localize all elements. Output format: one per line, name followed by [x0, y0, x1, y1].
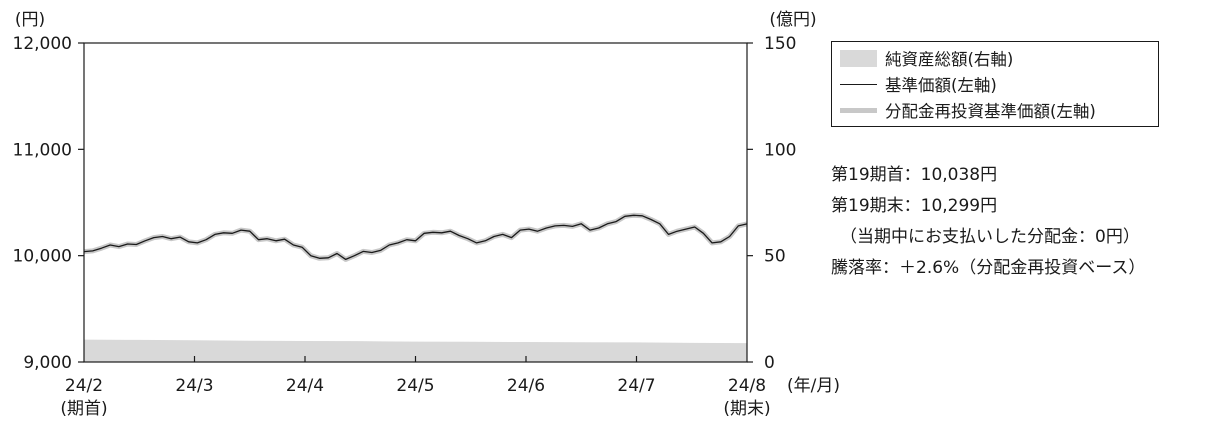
legend-swatch-line — [840, 83, 877, 85]
x-tick-sublabel: (期首) — [60, 399, 107, 419]
y-right-tick-label: 50 — [764, 247, 786, 267]
x-tick-label: 24/8 — [728, 376, 766, 396]
x-tick-label: 24/6 — [507, 376, 545, 396]
legend-item-net-assets: 純資産総額(右軸) — [840, 45, 1013, 71]
x-ticks: 24/2 (期首) 24/3 24/4 24/5 24/6 24/7 24/8 (期末) — [60, 356, 771, 419]
x-tick-label: 24/2 — [65, 376, 103, 396]
x-tick-label: 24/3 — [175, 376, 213, 396]
y-left-tick-label: 12,000 — [13, 34, 72, 54]
y-right-unit: (億円) — [769, 10, 816, 30]
reinvested-nav-line — [83, 212, 748, 262]
info-period-start: 第19期首：10,038円 — [831, 165, 998, 185]
net-assets-area-layer — [84, 339, 747, 362]
legend-item-reinvested-nav: 分配金再投資基準価額(左軸) — [840, 97, 1096, 123]
y-right-tick-label: 0 — [764, 353, 775, 373]
legend-swatch-area — [840, 49, 877, 67]
legend-label-nav: 基準価額(左軸) — [885, 76, 997, 95]
legend-label-net-assets: 純資産総額(右軸) — [885, 50, 1014, 69]
y-ticks: 12,000 11,000 10,000 9,000 150 100 50 0 — [13, 34, 797, 373]
x-tick-label: 24/7 — [617, 376, 655, 396]
legend-label-reinvested-nav: 分配金再投資基準価額(左軸) — [885, 102, 1096, 121]
y-left-tick-label: 11,000 — [13, 140, 72, 160]
info-distribution: （当期中にお支払いした分配金：0円） — [840, 227, 1140, 247]
y-right-tick-label: 150 — [764, 34, 796, 54]
x-tick-sublabel: (期末) — [723, 399, 770, 419]
info-return-rate: 騰落率：＋2.6%（分配金再投資ベース） — [831, 258, 1146, 278]
legend-swatch-thick — [840, 107, 877, 113]
plot-frame — [83, 42, 748, 363]
net-assets-area — [84, 339, 747, 362]
legend: 純資産総額(右軸) 基準価額(左軸) 分配金再投資基準価額(左軸) — [831, 41, 1159, 127]
nav-line — [83, 214, 748, 261]
x-tick-label: 24/4 — [286, 376, 324, 396]
nav-lines-layer — [83, 212, 748, 262]
y-left-unit: (円) — [15, 10, 45, 30]
legend-item-nav: 基準価額(左軸) — [840, 71, 997, 97]
x-axis-unit: (年/月) — [787, 376, 840, 396]
y-left-tick-label: 9,000 — [23, 353, 72, 373]
info-period-end: 第19期末：10,299円 — [831, 196, 998, 216]
y-left-tick-label: 10,000 — [13, 247, 72, 267]
y-right-tick-label: 100 — [764, 140, 796, 160]
x-tick-label: 24/5 — [396, 376, 434, 396]
